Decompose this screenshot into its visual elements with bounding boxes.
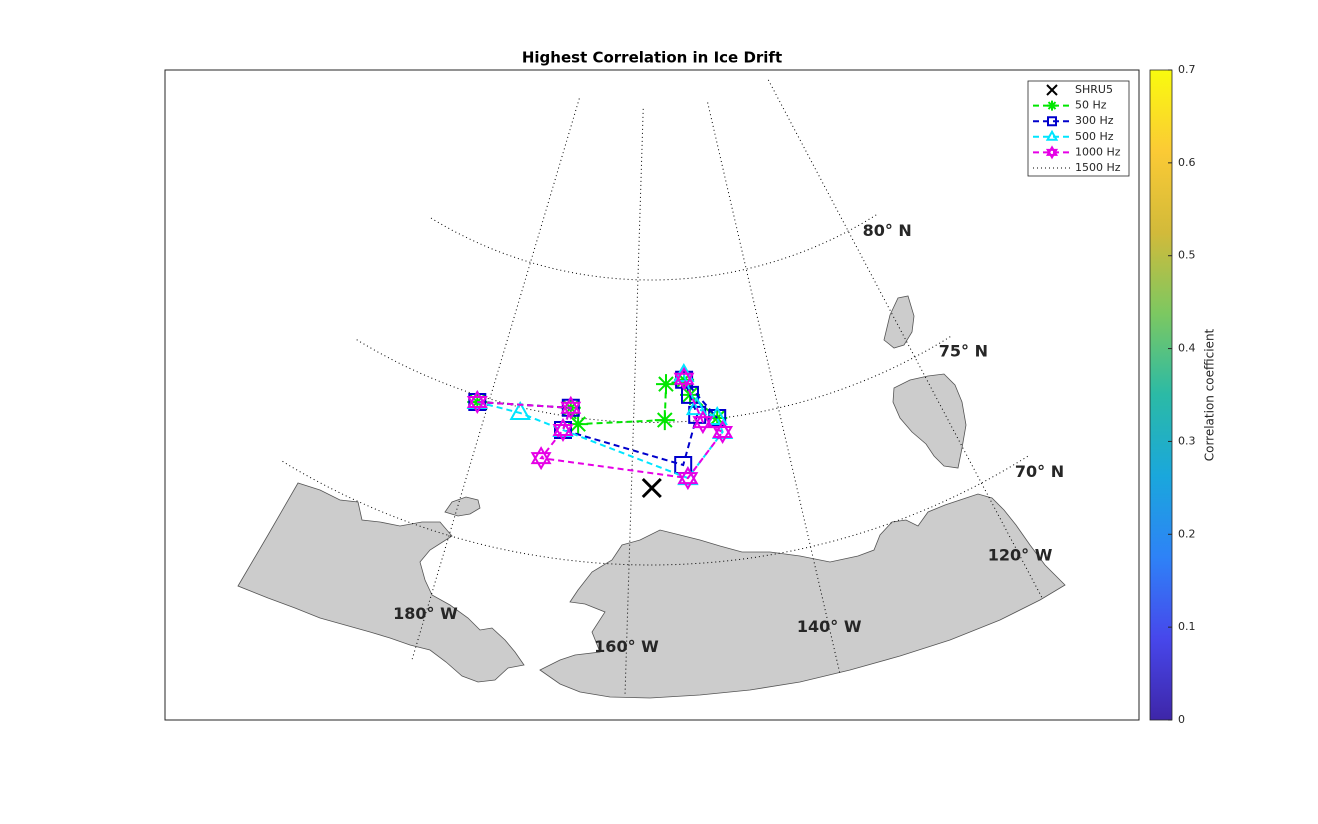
parallel <box>356 334 953 423</box>
marker <box>530 446 552 471</box>
lon-label: 120° W <box>988 546 1053 565</box>
legend-label: 500 Hz <box>1075 130 1114 143</box>
legend-box <box>1027 80 1130 177</box>
colorbar-label: Correlation coefficient <box>1203 328 1217 461</box>
st-lawrence-island <box>444 496 481 517</box>
prince-patrick-island <box>883 295 915 349</box>
legend-label: 1500 Hz <box>1075 161 1121 174</box>
legend-label: 300 Hz <box>1075 114 1114 127</box>
legend-label: 50 Hz <box>1075 99 1107 112</box>
colorbar-tick-label: 0.1 <box>1178 620 1196 633</box>
land-layer <box>237 295 1066 699</box>
banks-island <box>892 373 967 469</box>
legend-marker <box>1047 116 1057 127</box>
marker <box>688 405 707 424</box>
alaska <box>539 493 1066 699</box>
legend-marker <box>1047 100 1057 111</box>
lon-label: 180° W <box>393 604 458 623</box>
marker <box>656 374 676 395</box>
colorbar-tick-label: 0.3 <box>1178 434 1196 447</box>
legend-marker <box>1045 129 1059 141</box>
chart-title: Highest Correlation in Ice Drift <box>522 49 782 67</box>
colorbar-tick-label: 0.2 <box>1178 527 1196 540</box>
legend-label: SHRU5 <box>1075 83 1113 96</box>
lat-label: 75° N <box>939 341 988 360</box>
marker <box>641 477 662 499</box>
marker <box>509 400 531 420</box>
colorbar-tick-label: 0.7 <box>1178 63 1196 76</box>
data-layer <box>466 362 734 499</box>
marker <box>654 410 675 431</box>
colorbar <box>1149 69 1173 721</box>
colorbar-axis: 0 0.1 0.2 0.3 0.4 0.5 0.6 0.7 <box>1168 63 1196 726</box>
marker <box>677 466 699 491</box>
lon-label: 160° W <box>594 637 659 656</box>
marker <box>466 390 488 414</box>
marker <box>673 366 695 391</box>
legend-marker <box>1045 145 1059 160</box>
colorbar-tick-label: 0.6 <box>1178 156 1196 169</box>
lat-label: 70° N <box>1015 462 1064 481</box>
marker <box>692 410 714 435</box>
lat-label: 80° N <box>863 221 912 240</box>
map-frame <box>164 69 1140 721</box>
legend: SHRU5 50 Hz 300 Hz 500 Hz 1000 Hz 1500 Hz <box>1033 83 1121 174</box>
chukotka <box>237 482 525 683</box>
marker <box>712 420 734 444</box>
colorbar-tick-label: 0 <box>1178 713 1185 726</box>
lon-label: 140° W <box>797 617 862 636</box>
marker <box>552 418 574 442</box>
legend-marker <box>1046 84 1058 96</box>
marker <box>560 395 582 420</box>
graticule <box>282 79 1044 696</box>
marker <box>685 396 708 416</box>
marker <box>706 405 728 425</box>
colorbar-tick-label: 0.4 <box>1178 342 1196 355</box>
colorbar-tick-label: 0.5 <box>1178 249 1196 262</box>
marker <box>568 414 589 435</box>
legend-label: 1000 Hz <box>1075 145 1121 158</box>
